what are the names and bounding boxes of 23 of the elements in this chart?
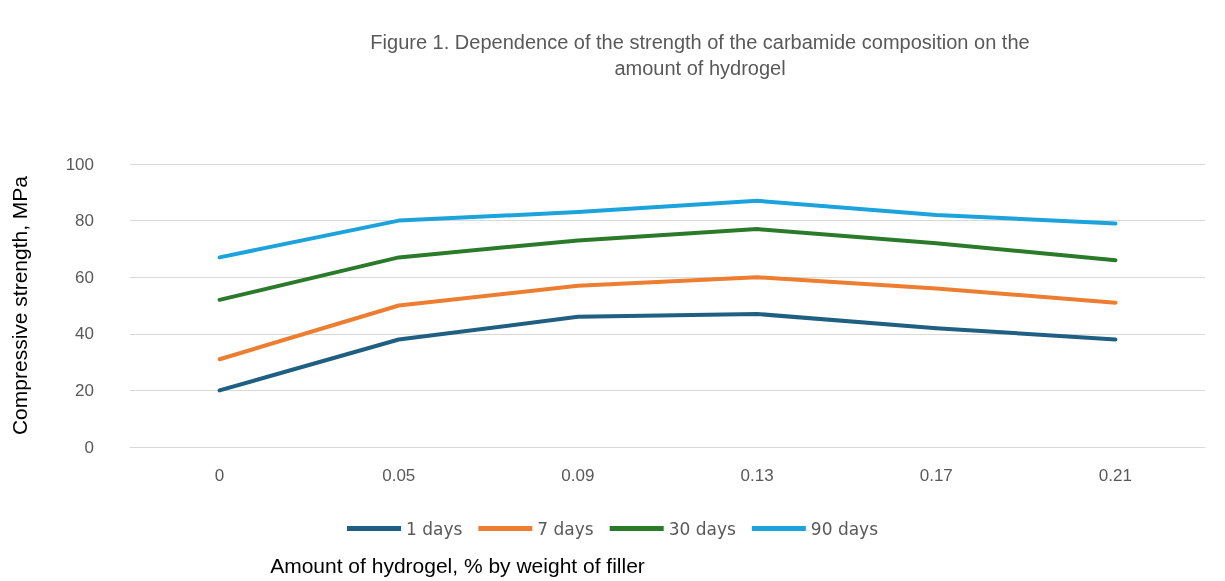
line-series <box>217 198 1118 260</box>
line-series <box>217 311 1118 393</box>
x-tick-label: 0.09 <box>561 466 595 485</box>
x-tick-label: 0 <box>214 466 225 485</box>
y-tick-label: 80 <box>75 211 94 231</box>
x-axis-title: Amount of hydrogel, % by weight of filler <box>270 554 645 577</box>
legend-label: 30 days <box>668 518 736 539</box>
x-tick-label: 0.21 <box>1098 466 1132 485</box>
line-series <box>217 227 1118 302</box>
x-tick-label: 0.13 <box>740 466 774 485</box>
legend-label: 90 days <box>810 518 879 539</box>
legend-label: 7 days <box>537 518 594 539</box>
y-axis-title: Compressive strength, MPa <box>8 175 31 436</box>
chart-title: Figure 1. Dependence of the strength of the carbamide composition on the amount of hydrogel <box>370 31 1030 79</box>
y-tick-label: 100 <box>65 154 94 174</box>
y-tick-label: 0 <box>84 437 94 457</box>
y-tick-label: 60 <box>75 267 94 287</box>
legend-label: 1 days <box>405 518 463 539</box>
line-series <box>217 275 1118 362</box>
x-tick-label: 0.17 <box>919 466 953 485</box>
y-tick-label: 20 <box>75 380 94 400</box>
y-tick-label: 40 <box>75 324 94 344</box>
x-tick-label: 0.05 <box>382 466 416 485</box>
